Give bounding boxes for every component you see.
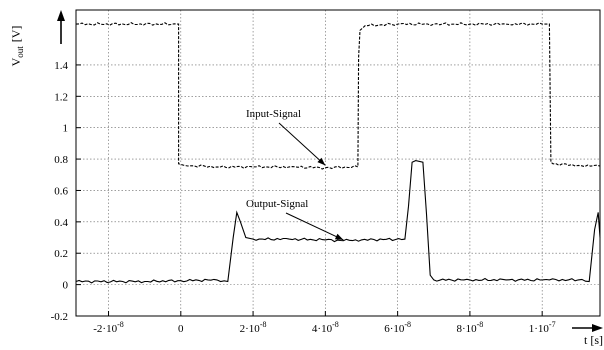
plot-frame: [75, 9, 601, 317]
x-tick-exponent: -7: [549, 320, 556, 329]
x-tick-mantissa: 2·10: [240, 323, 261, 335]
x-tick-mantissa: 6·10: [384, 323, 405, 335]
annotation-arrow-line: [278, 122, 326, 166]
x-tick-label: 2·10-8: [240, 320, 267, 335]
x-axis-label: t [s]: [584, 333, 603, 347]
y-tick-label: 0.4: [54, 217, 68, 229]
annotation-arrow-head: [317, 157, 326, 166]
x-tick-label: -2·10-8: [93, 320, 124, 335]
x-tick-mantissa: 8·10: [456, 323, 477, 335]
y-axis-label-unit: [V]: [9, 26, 23, 43]
x-tick-mantissa: 1·10: [529, 323, 550, 335]
y-axis-label-main: V: [9, 57, 23, 66]
x-tick-mantissa: 0: [178, 323, 184, 335]
y-axis-label: Vout [V]: [9, 26, 25, 67]
x-axis-arrow: [572, 324, 603, 332]
y-tick-label: 1.4: [54, 60, 68, 72]
y-axis-label-sub: out: [15, 46, 25, 58]
annotation-arrow-line: [285, 212, 344, 241]
y-tick-label: 0.2: [54, 248, 68, 260]
x-tick-exponent: -8: [477, 320, 484, 329]
x-tick-label: 4·10-8: [312, 320, 339, 335]
x-tick-label: 0: [178, 323, 184, 335]
grid: [76, 10, 600, 317]
x-tick-exponent: -8: [404, 320, 411, 329]
output-signalline: [75, 160, 601, 284]
input-signal-annotation: Input-Signal: [246, 108, 301, 120]
x-tick-exponent: -8: [332, 320, 339, 329]
x-tick-exponent: -8: [260, 320, 267, 329]
x-tick-label: 8·10-8: [456, 320, 483, 335]
annotations: Input-Signal Output-Signal: [246, 108, 344, 241]
x-tick-label: 6·10-8: [384, 320, 411, 335]
output-signal-annotation: Output-Signal: [246, 198, 308, 210]
y-tick-label: -0.2: [51, 311, 68, 323]
y-tick-label: 0: [63, 280, 69, 292]
y-tick-label: 0.6: [54, 185, 68, 197]
x-tick-mantissa: 4·10: [312, 323, 333, 335]
y-tick-label: 0.8: [54, 154, 68, 166]
y-axis-arrow: [57, 10, 65, 44]
series-layer: [75, 22, 601, 284]
tick-labels: -0.200.20.40.60.811.21.4-2·10-8 0 2·10-8 4·…: [51, 60, 556, 335]
x-tick-label: 1·10-7: [529, 320, 556, 335]
x-tick-mantissa: -2·10: [93, 323, 117, 335]
y-tick-label: 1: [63, 123, 69, 135]
annotation-arrow-head: [334, 233, 344, 240]
x-tick-exponent: -8: [117, 320, 124, 329]
y-tick-label: 1.2: [54, 91, 68, 103]
input-signalline: [75, 22, 601, 170]
